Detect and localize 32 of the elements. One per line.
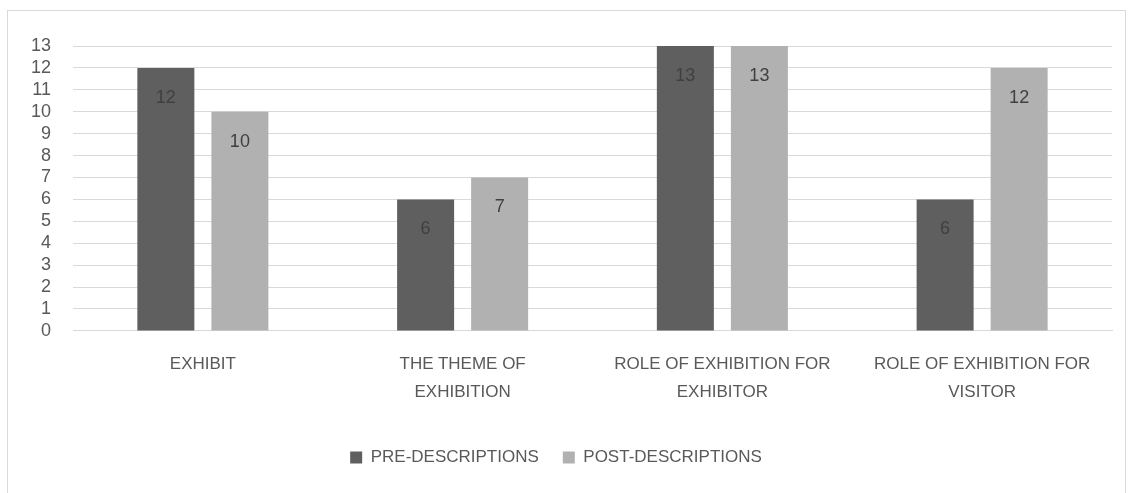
y-tick-label: 12	[30, 56, 51, 77]
x-tick-label: ROLE OF EXHIBITION FOR EXHIBITOR	[614, 353, 831, 401]
y-tick-label: 5	[40, 210, 51, 231]
x-tick-label: ROLE OF EXHIBITION FOR VISITOR	[873, 353, 1091, 401]
bar	[656, 46, 714, 331]
y-tick-label: 8	[40, 144, 51, 165]
y-tick-label: 10	[30, 100, 51, 121]
data-label: 13	[749, 64, 770, 85]
y-tick-label: 4	[40, 232, 51, 253]
y-tick-label: 13	[30, 34, 51, 55]
y-tick-label: 11	[32, 78, 51, 99]
bar	[137, 67, 195, 331]
bar	[730, 46, 788, 331]
y-tick-label: 3	[40, 254, 51, 275]
x-tick-label: THE THEME OF EXHIBITION	[399, 353, 526, 401]
y-tick-label: 6	[40, 188, 51, 209]
bar	[211, 111, 269, 331]
legend-label: POST-DESCRIPTIONS	[583, 447, 762, 467]
bar	[397, 199, 455, 331]
data-label: 7	[494, 196, 505, 217]
y-tick-label: 0	[40, 319, 51, 340]
y-tick-label: 7	[40, 166, 51, 187]
y-tick-label: 9	[40, 122, 51, 143]
legend-label: PRE-DESCRIPTIONS	[370, 447, 539, 467]
bar	[916, 199, 974, 331]
data-label: 12	[1009, 86, 1030, 107]
y-tick-label: 1	[40, 297, 51, 318]
bar	[990, 67, 1048, 331]
data-label: 10	[229, 130, 250, 151]
bar	[471, 177, 529, 331]
x-tick-label: EXHIBIT	[169, 353, 236, 373]
y-tick-label: 2	[40, 276, 51, 297]
